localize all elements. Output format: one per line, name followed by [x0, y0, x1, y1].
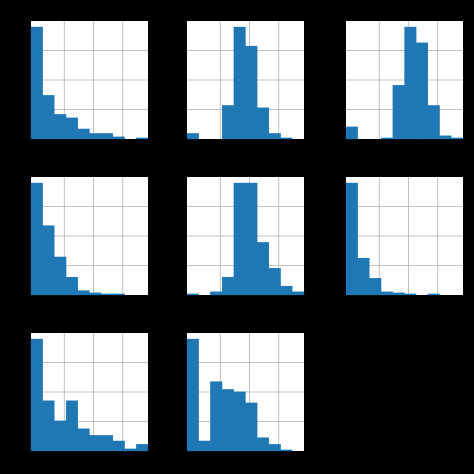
- histogram-bar: [257, 242, 270, 296]
- histogram-bar: [77, 290, 90, 296]
- histogram-bar: [369, 278, 382, 296]
- histogram-bar: [42, 225, 55, 296]
- histogram-bar: [451, 137, 464, 140]
- histogram-bar: [427, 105, 440, 140]
- histogram-bar: [268, 133, 281, 140]
- histogram-bar: [186, 338, 199, 452]
- histogram-bar: [54, 256, 67, 296]
- histogram-bar: [357, 257, 370, 296]
- histogram-bar: [233, 182, 246, 296]
- histogram-bar: [77, 428, 90, 452]
- histogram-bar: [221, 276, 234, 296]
- histogram-bar: [404, 293, 417, 296]
- histogram-bar: [416, 42, 429, 140]
- histogram-panel-5: [186, 177, 305, 296]
- histogram-bar: [65, 117, 78, 140]
- histogram-bar: [89, 133, 102, 140]
- histogram-bar: [380, 137, 393, 140]
- histogram-bar: [89, 292, 102, 296]
- histogram-bar: [257, 437, 270, 452]
- histogram-bar: [77, 128, 90, 140]
- histogram-bar: [136, 444, 149, 452]
- histogram-bar: [186, 133, 199, 140]
- histogram-bar: [404, 26, 417, 140]
- histogram-bar: [65, 400, 78, 452]
- histogram-bar: [65, 276, 78, 296]
- histogram-bar: [54, 420, 67, 452]
- histogram-panel-8: [186, 333, 304, 452]
- histogram-bar: [292, 291, 305, 296]
- histogram-bar: [233, 391, 246, 452]
- histogram-bar: [380, 291, 393, 296]
- histogram-bar: [112, 440, 125, 452]
- histogram-bar: [345, 126, 358, 140]
- histogram-bar: [257, 107, 270, 140]
- histogram-bar: [101, 435, 114, 452]
- histogram-bar: [221, 105, 234, 140]
- histogram-bar: [54, 114, 67, 140]
- histogram-panel-6: [345, 177, 463, 296]
- histogram-panel-2: [186, 21, 304, 140]
- histogram-panel-1: [30, 21, 149, 140]
- histogram-bar: [112, 293, 125, 296]
- histogram-bar: [101, 293, 114, 296]
- histogram-panel-7: [30, 333, 149, 452]
- histogram-bar: [280, 449, 293, 452]
- histogram-panel-4: [30, 177, 148, 296]
- histogram-bar: [427, 293, 440, 296]
- histogram-bar: [439, 135, 452, 140]
- histogram-bar: [345, 182, 358, 296]
- histogram-bar: [42, 400, 55, 452]
- histogram-bar: [30, 26, 43, 140]
- histogram-bar: [221, 389, 234, 452]
- histogram-bar: [42, 95, 55, 140]
- histogram-bar: [101, 133, 114, 140]
- histogram-bar: [268, 267, 281, 296]
- histogram-bar: [186, 293, 199, 296]
- histogram-bar: [392, 85, 405, 140]
- histogram-bar: [124, 448, 137, 452]
- histogram-bar: [89, 435, 102, 452]
- histogram-bar: [210, 291, 223, 296]
- histogram-bar: [392, 292, 405, 296]
- histogram-bar: [245, 182, 258, 296]
- histogram-bar: [233, 26, 246, 140]
- histogram-bar: [136, 137, 149, 140]
- histogram-panel-3: [345, 21, 464, 140]
- histogram-bar: [210, 381, 223, 452]
- histogram-bar: [112, 136, 125, 140]
- histogram-bar: [30, 182, 43, 296]
- histogram-bar: [198, 440, 211, 452]
- histogram-bar: [30, 338, 43, 452]
- histogram-bar: [245, 45, 258, 140]
- histogram-bar: [280, 285, 293, 296]
- histogram-bar: [245, 402, 258, 452]
- histogram-bar: [280, 137, 293, 140]
- histogram-bar: [268, 444, 281, 452]
